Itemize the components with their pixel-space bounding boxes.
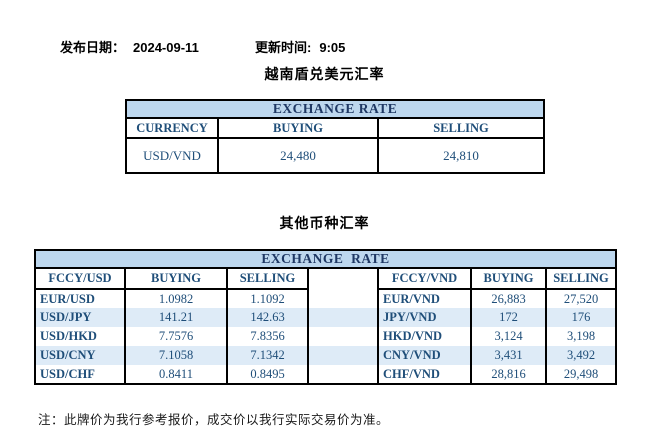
sell-vnd-cell: 27,520 [545,289,617,308]
selling-rate-cell: 24,810 [376,137,546,174]
col-selling-vnd: SELLING [545,267,617,290]
col-buying: BUYING [217,117,379,139]
buy-usd-cell: 7.7576 [124,327,228,346]
buy-vnd-cell: 3,124 [470,327,547,346]
publish-date-label: 发布日期： [60,40,126,55]
pair-usd-cell: EUR/USD [34,289,126,308]
spacer-cell [307,308,379,327]
pair-vnd-cell: CHF/VND [377,365,472,384]
usd-table-title: 越南盾兑美元汇率 [264,66,385,82]
buy-usd-cell: 141.21 [124,308,228,327]
table-header-row: EXCHANGE RATE [124,99,546,119]
spacer-cell [307,289,379,308]
sell-vnd-cell: 176 [545,308,617,327]
other-table-title: 其他币种汇率 [279,215,370,231]
table-title-cell: EXCHANGE RATE [34,249,617,269]
update-time-label: 更新时间: [255,40,312,55]
sell-vnd-cell: 3,198 [545,327,617,346]
pair-usd-cell: USD/HKD [34,327,126,346]
col-fccy-usd: FCCY/USD [34,267,126,290]
table-title-cell: EXCHANGE RATE [124,99,546,119]
table-row: USD/VND 24,480 24,810 [125,137,546,174]
buy-usd-cell: 0.8411 [124,365,228,384]
sell-usd-cell: 142.63 [226,308,309,327]
table-header-row: EXCHANGE RATE [34,249,617,269]
pair-vnd-cell: JPY/VND [377,308,472,327]
meta-line: 发布日期： 2024-09-11 更新时间: 9:05 [0,37,649,56]
usd-vnd-rate-table: EXCHANGE RATE CURRENCY BUYING SELLING US… [124,99,546,174]
currency-pair-cell: USD/VND [125,137,219,174]
other-currencies-rate-table: EXCHANGE RATE FCCY/USD BUYING SELLING FC… [34,249,617,385]
sell-usd-cell: 7.1342 [226,346,309,365]
buy-vnd-cell: 26,883 [470,289,547,308]
disclaimer-note: 注：此牌价为我行参考报价，成交价以我行实际交易价为准。 [38,413,390,427]
col-fccy-vnd: FCCY/VND [377,267,472,290]
table-row: USD/JPY 141.21 142.63 JPY/VND 172 176 [34,308,617,327]
col-buying-usd: BUYING [124,267,228,290]
column-header-row: FCCY/USD BUYING SELLING FCCY/VND BUYING … [34,267,617,290]
column-header-row: CURRENCY BUYING SELLING [125,117,546,139]
pair-vnd-cell: EUR/VND [377,289,472,308]
buying-rate-cell: 24,480 [217,137,379,174]
spacer-cell [307,327,379,346]
pair-usd-cell: USD/CHF [34,365,126,384]
col-buying-vnd: BUYING [470,267,547,290]
publish-date-group: 发布日期： 2024-09-11 [60,37,199,56]
col-selling-usd: SELLING [226,267,309,290]
publish-date-value: 2024-09-11 [133,40,199,55]
sell-vnd-cell: 3,492 [545,346,617,365]
spacer-cell [307,267,379,289]
buy-usd-cell: 1.0982 [124,289,228,308]
buy-vnd-cell: 28,816 [470,365,547,384]
sell-usd-cell: 7.8356 [226,327,309,346]
update-time-group: 更新时间: 9:05 [255,37,345,56]
update-time-value: 9:05 [319,40,346,55]
table-row: USD/CHF 0.8411 0.8495 CHF/VND 28,816 29,… [34,365,617,384]
table-row: EUR/USD 1.0982 1.1092 EUR/VND 26,883 27,… [34,289,617,308]
sell-usd-cell: 1.1092 [226,289,309,308]
pair-vnd-cell: HKD/VND [377,327,472,346]
table-row: USD/CNY 7.1058 7.1342 CNY/VND 3,431 3,49… [34,346,617,365]
buy-usd-cell: 7.1058 [124,346,228,365]
sell-vnd-cell: 29,498 [545,365,617,384]
buy-vnd-cell: 3,431 [470,346,547,365]
spacer-cell [307,365,379,384]
table-row: USD/HKD 7.7576 7.8356 HKD/VND 3,124 3,19… [34,327,617,346]
col-selling: SELLING [376,117,546,139]
pair-usd-cell: USD/CNY [34,346,126,365]
pair-vnd-cell: CNY/VND [377,346,472,365]
sell-usd-cell: 0.8495 [226,365,309,384]
buy-vnd-cell: 172 [470,308,547,327]
pair-usd-cell: USD/JPY [34,308,126,327]
col-currency: CURRENCY [125,117,219,139]
spacer-cell [307,346,379,365]
